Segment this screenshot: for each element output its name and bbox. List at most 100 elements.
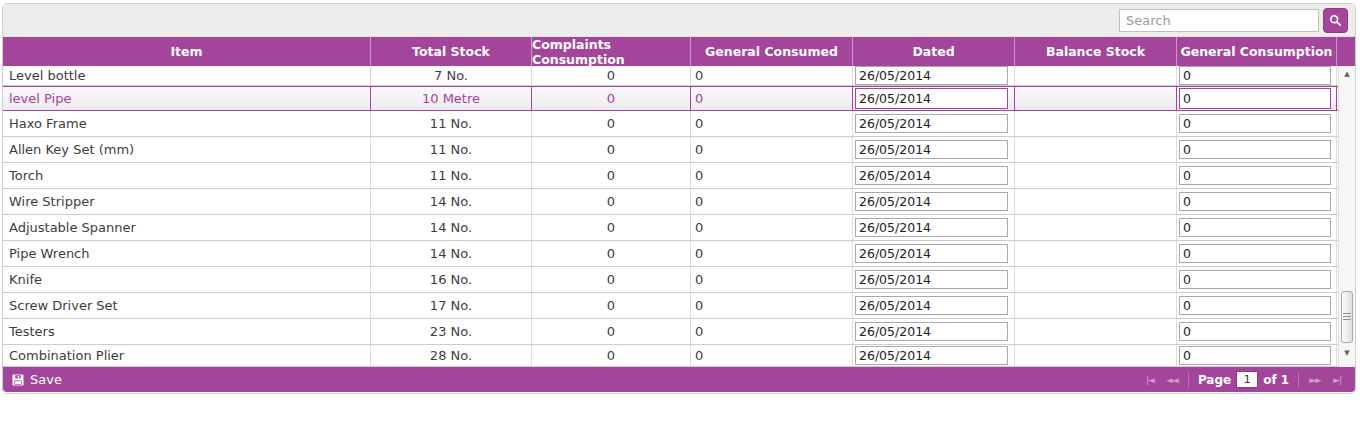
grid-header: Item Total Stock Complaints Consumption … bbox=[3, 37, 1355, 66]
general-consumed-cell: 0 bbox=[691, 319, 853, 344]
complaints-consumption-cell: 0 bbox=[532, 267, 691, 292]
dated-input[interactable] bbox=[855, 218, 1008, 237]
grid-row[interactable]: Torch11 No.00 bbox=[3, 163, 1338, 189]
grid-row[interactable]: Screw Driver Set17 No.00 bbox=[3, 293, 1338, 319]
general-consumption-input[interactable] bbox=[1179, 244, 1331, 263]
dated-cell bbox=[853, 189, 1015, 214]
search-button[interactable] bbox=[1323, 8, 1348, 33]
column-header-balance-stock[interactable]: Balance Stock bbox=[1015, 37, 1177, 66]
column-header-general-consumed[interactable]: General Consumed bbox=[691, 37, 853, 66]
general-consumed-cell: 0 bbox=[691, 241, 853, 266]
dated-input[interactable] bbox=[855, 322, 1008, 341]
general-consumption-input[interactable] bbox=[1179, 296, 1331, 315]
general-consumption-input[interactable] bbox=[1179, 114, 1331, 133]
dated-input[interactable] bbox=[855, 140, 1008, 159]
pager-last-button[interactable]: ►| bbox=[1327, 375, 1347, 385]
pager-first-button[interactable]: |◄ bbox=[1140, 375, 1160, 385]
total-stock-cell: 16 No. bbox=[371, 267, 532, 292]
item-cell: Screw Driver Set bbox=[3, 293, 371, 318]
balance-stock-cell bbox=[1015, 293, 1177, 318]
general-consumption-input[interactable] bbox=[1179, 270, 1331, 289]
column-header-dated[interactable]: Dated bbox=[853, 37, 1015, 66]
pager-page-input[interactable] bbox=[1236, 371, 1258, 388]
complaints-consumption-cell: 0 bbox=[532, 87, 691, 110]
complaints-consumption-cell: 0 bbox=[532, 319, 691, 344]
grid-row-selected[interactable]: level Pipe10 Metre00 bbox=[3, 86, 1338, 111]
dated-input[interactable] bbox=[855, 346, 1008, 365]
dated-cell bbox=[853, 345, 1015, 366]
scroll-down-icon[interactable]: ▼ bbox=[1339, 348, 1355, 358]
grid-row[interactable]: Pipe Wrench14 No.00 bbox=[3, 241, 1338, 267]
grid-row[interactable]: Wire Stripper14 No.00 bbox=[3, 189, 1338, 215]
save-label: Save bbox=[30, 372, 62, 387]
grid-row[interactable]: Knife16 No.00 bbox=[3, 267, 1338, 293]
dated-input[interactable] bbox=[855, 192, 1008, 211]
column-header-total-stock[interactable]: Total Stock bbox=[371, 37, 532, 66]
balance-stock-cell bbox=[1015, 111, 1177, 136]
general-consumption-cell bbox=[1177, 66, 1337, 85]
dated-input[interactable] bbox=[855, 296, 1008, 315]
general-consumption-cell bbox=[1177, 345, 1337, 366]
dated-input[interactable] bbox=[855, 114, 1008, 133]
pager-page-label: Page bbox=[1198, 373, 1231, 387]
general-consumption-cell bbox=[1177, 87, 1337, 110]
general-consumed-cell: 0 bbox=[691, 111, 853, 136]
general-consumption-input[interactable] bbox=[1179, 218, 1331, 237]
general-consumed-cell: 0 bbox=[691, 189, 853, 214]
search-input[interactable] bbox=[1119, 9, 1319, 32]
dated-input[interactable] bbox=[855, 166, 1008, 185]
grid-row[interactable]: Testers23 No.00 bbox=[3, 319, 1338, 345]
dated-input[interactable] bbox=[855, 244, 1008, 263]
general-consumption-cell bbox=[1177, 241, 1337, 266]
total-stock-cell: 10 Metre bbox=[371, 87, 532, 110]
vertical-scrollbar[interactable]: ▲ ▼ bbox=[1338, 66, 1355, 367]
total-stock-cell: 14 No. bbox=[371, 241, 532, 266]
column-header-item[interactable]: Item bbox=[3, 37, 371, 66]
column-header-complaints-consumption[interactable]: Complaints Consumption bbox=[532, 37, 691, 66]
save-icon bbox=[12, 374, 24, 386]
scroll-up-icon[interactable]: ▲ bbox=[1339, 69, 1355, 79]
general-consumed-cell: 0 bbox=[691, 66, 853, 85]
dated-cell bbox=[853, 241, 1015, 266]
general-consumption-input[interactable] bbox=[1179, 66, 1331, 85]
dated-input[interactable] bbox=[855, 270, 1008, 289]
general-consumption-input[interactable] bbox=[1179, 192, 1331, 211]
pager-of-label: of 1 bbox=[1263, 373, 1289, 387]
item-cell: level Pipe bbox=[3, 87, 371, 110]
item-cell: Knife bbox=[3, 267, 371, 292]
general-consumption-input[interactable] bbox=[1179, 322, 1331, 341]
scrollbar-thumb[interactable] bbox=[1341, 291, 1353, 343]
general-consumption-cell bbox=[1177, 163, 1337, 188]
column-header-filler bbox=[1337, 37, 1355, 66]
grid-row[interactable]: Adjustable Spanner14 No.00 bbox=[3, 215, 1338, 241]
grid-row[interactable]: Haxo Frame11 No.00 bbox=[3, 111, 1338, 137]
total-stock-cell: 28 No. bbox=[371, 345, 532, 366]
balance-stock-cell bbox=[1015, 87, 1177, 110]
item-cell: Adjustable Spanner bbox=[3, 215, 371, 240]
general-consumed-cell: 0 bbox=[691, 163, 853, 188]
grid-rows: Level bottle7 No.00level Pipe10 Metre00H… bbox=[3, 66, 1338, 367]
save-button[interactable]: Save bbox=[12, 372, 62, 387]
grid-row[interactable]: Combination Plier28 No.00 bbox=[3, 345, 1338, 367]
balance-stock-cell bbox=[1015, 345, 1177, 366]
dated-input[interactable] bbox=[855, 66, 1008, 85]
general-consumption-input[interactable] bbox=[1179, 166, 1331, 185]
general-consumption-cell bbox=[1177, 319, 1337, 344]
general-consumed-cell: 0 bbox=[691, 267, 853, 292]
general-consumption-input[interactable] bbox=[1179, 346, 1331, 365]
pager-prev-button[interactable]: ◄◄ bbox=[1160, 375, 1184, 385]
general-consumption-input[interactable] bbox=[1179, 140, 1331, 159]
dated-input[interactable] bbox=[855, 88, 1008, 109]
column-header-general-consumption[interactable]: General Consumption bbox=[1177, 37, 1337, 66]
dated-cell bbox=[853, 319, 1015, 344]
item-cell: Pipe Wrench bbox=[3, 241, 371, 266]
complaints-consumption-cell: 0 bbox=[532, 189, 691, 214]
general-consumption-input[interactable] bbox=[1179, 88, 1331, 109]
dated-cell bbox=[853, 137, 1015, 162]
general-consumption-cell bbox=[1177, 267, 1337, 292]
grid-row[interactable]: Allen Key Set (mm)11 No.00 bbox=[3, 137, 1338, 163]
grid-row[interactable]: Level bottle7 No.00 bbox=[3, 66, 1338, 86]
pager-next-button[interactable]: ►► bbox=[1303, 375, 1327, 385]
complaints-consumption-cell: 0 bbox=[532, 215, 691, 240]
dated-cell bbox=[853, 87, 1015, 110]
